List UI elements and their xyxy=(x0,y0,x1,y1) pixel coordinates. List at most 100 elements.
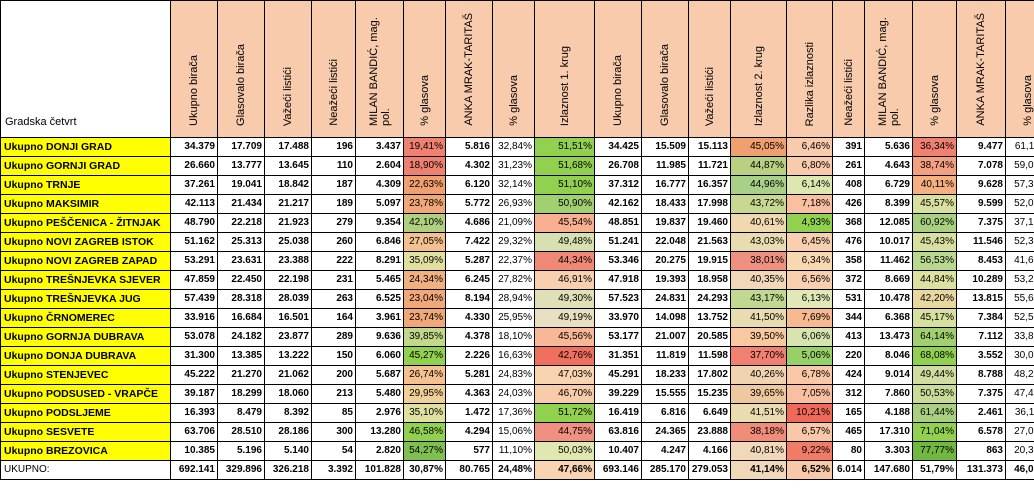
column-header: % glasova xyxy=(492,0,535,138)
column-header: ANKA MRAK-TARITAŠ xyxy=(445,0,493,138)
table-cell: 36,34% xyxy=(912,137,957,157)
table-cell: 7.078 xyxy=(956,156,1006,176)
district-name: Ukupno NOVI ZAGREB ISTOK xyxy=(0,232,171,252)
table-cell: 16.501 xyxy=(264,308,312,328)
table-cell: 27,82% xyxy=(492,270,535,290)
table-cell: 6,45% xyxy=(786,232,833,252)
table-cell: 41,50% xyxy=(730,308,787,328)
table-cell: 147.680 xyxy=(864,460,913,480)
table-cell: 33,86% xyxy=(1005,327,1034,347)
table-cell: 46,07% xyxy=(1005,460,1034,480)
table-cell: 5.687 xyxy=(355,365,404,385)
table-cell: 40,61% xyxy=(730,213,787,233)
table-cell: 28.039 xyxy=(264,289,312,309)
table-row: Ukupno ČRNOMEREC 33.916 16.684 16.501 164 3.9… xyxy=(0,308,1034,328)
table-cell: 24,83% xyxy=(492,365,535,385)
district-name: Ukupno GORNJA DUBRAVA xyxy=(0,327,171,347)
table-cell: 51,51% xyxy=(534,137,595,157)
table-cell: 32,14% xyxy=(492,175,535,195)
table-cell: 312 xyxy=(832,384,865,404)
election-results-table: Gradska četvrt Ukupno birača Glasovalo bi… xyxy=(0,0,1034,480)
district-name: Ukupno PEŠČENICA - ŽITNJAK xyxy=(0,213,171,233)
total-row: UKUPNO: 692.141 329.896 326.218 3.392 101.828… xyxy=(0,460,1034,480)
table-cell: 6.649 xyxy=(688,403,731,423)
table-cell: 28.318 xyxy=(217,289,265,309)
table-cell: 7.375 xyxy=(956,384,1006,404)
table-cell: 18.060 xyxy=(264,384,312,404)
table-cell: 413 xyxy=(832,327,865,347)
table-cell: 20.585 xyxy=(688,327,731,347)
column-header: Razlika izlaznosti xyxy=(786,0,833,138)
district-name: Ukupno BREZOVICA xyxy=(0,441,171,461)
table-cell: 3.303 xyxy=(864,441,913,461)
table-cell: 47.859 xyxy=(170,270,218,290)
table-cell: 110 xyxy=(311,156,356,176)
table-cell: 391 xyxy=(832,137,865,157)
table-cell: 13.385 xyxy=(217,346,265,366)
table-cell: 9.628 xyxy=(956,175,1006,195)
total-label: UKUPNO: xyxy=(0,460,171,480)
table-row: Ukupno TREŠNJEVKA SJEVER 47.859 22.450 22.1… xyxy=(0,270,1034,290)
table-cell: 7.375 xyxy=(956,213,1006,233)
table-cell: 49,48% xyxy=(534,232,595,252)
table-cell: 8.399 xyxy=(864,194,913,214)
table-cell: 21.563 xyxy=(688,232,731,252)
table-cell: 48.790 xyxy=(170,213,218,233)
table-cell: 10.407 xyxy=(594,441,642,461)
table-cell: 71,04% xyxy=(912,422,957,442)
table-cell: 52,58% xyxy=(1005,308,1034,328)
table-cell: 20,32% xyxy=(1005,441,1034,461)
column-header: Glasovalo birača xyxy=(217,0,265,138)
table-cell: 31.351 xyxy=(594,346,642,366)
table-cell: 44,34% xyxy=(534,251,595,271)
table-cell: 4.686 xyxy=(445,213,493,233)
table-cell: 220 xyxy=(832,346,865,366)
table-cell: 37,70% xyxy=(730,346,787,366)
table-cell: 17,36% xyxy=(492,403,535,423)
table-cell: 18,90% xyxy=(403,156,446,176)
table-cell: 48.851 xyxy=(594,213,642,233)
table-cell: 57.523 xyxy=(594,289,642,309)
column-header: MILAN BANDIĆ, mag. pol. xyxy=(864,0,913,138)
table-cell: 31.300 xyxy=(170,346,218,366)
table-cell: 12.085 xyxy=(864,213,913,233)
table-cell: 45,56% xyxy=(534,327,595,347)
table-cell: 9.636 xyxy=(355,327,404,347)
table-cell: 4.247 xyxy=(641,441,689,461)
table-cell: 13.473 xyxy=(864,327,913,347)
table-cell: 11,10% xyxy=(492,441,535,461)
table-cell: 531 xyxy=(832,289,865,309)
table-cell: 7.112 xyxy=(956,327,1006,347)
table-cell: 37.312 xyxy=(594,175,642,195)
table-cell: 28.186 xyxy=(264,422,312,442)
column-header: Ukupno birača xyxy=(170,0,218,138)
table-cell: 6.245 xyxy=(445,270,493,290)
table-cell: 51.241 xyxy=(594,232,642,252)
table-cell: 60,92% xyxy=(912,213,957,233)
table-cell: 692.141 xyxy=(170,460,218,480)
table-cell: 51,10% xyxy=(534,175,595,195)
table-cell: 45,57% xyxy=(912,194,957,214)
district-name: Ukupno TRNJE xyxy=(0,175,171,195)
table-cell: 4.309 xyxy=(355,175,404,195)
table-cell: 285.170 xyxy=(641,460,689,480)
district-column-header: Gradska četvrt xyxy=(0,0,171,138)
table-cell: 9,22% xyxy=(786,441,833,461)
table-cell: 31,23% xyxy=(492,156,535,176)
table-cell: 16.419 xyxy=(594,403,642,423)
table-cell: 10.478 xyxy=(864,289,913,309)
table-cell: 150 xyxy=(311,346,356,366)
table-cell: 164 xyxy=(311,308,356,328)
table-cell: 5.816 xyxy=(445,137,493,157)
table-cell: 20.275 xyxy=(641,251,689,271)
table-cell: 15.509 xyxy=(641,137,689,157)
table-cell: 7.384 xyxy=(956,308,1006,328)
district-name: Ukupno ČRNOMEREC xyxy=(0,308,171,328)
table-cell: 4.330 xyxy=(445,308,493,328)
table-cell: 8.453 xyxy=(956,251,1006,271)
table-cell: 27,00% xyxy=(1005,422,1034,442)
table-row: Ukupno DONJA DUBRAVA 31.300 13.385 13.222 15… xyxy=(0,346,1034,366)
table-row: Ukupno TRNJE 37.261 19.041 18.842 187 4.309 22… xyxy=(0,175,1034,195)
table-cell: 25,95% xyxy=(492,308,535,328)
table-cell: 17.802 xyxy=(688,365,731,385)
